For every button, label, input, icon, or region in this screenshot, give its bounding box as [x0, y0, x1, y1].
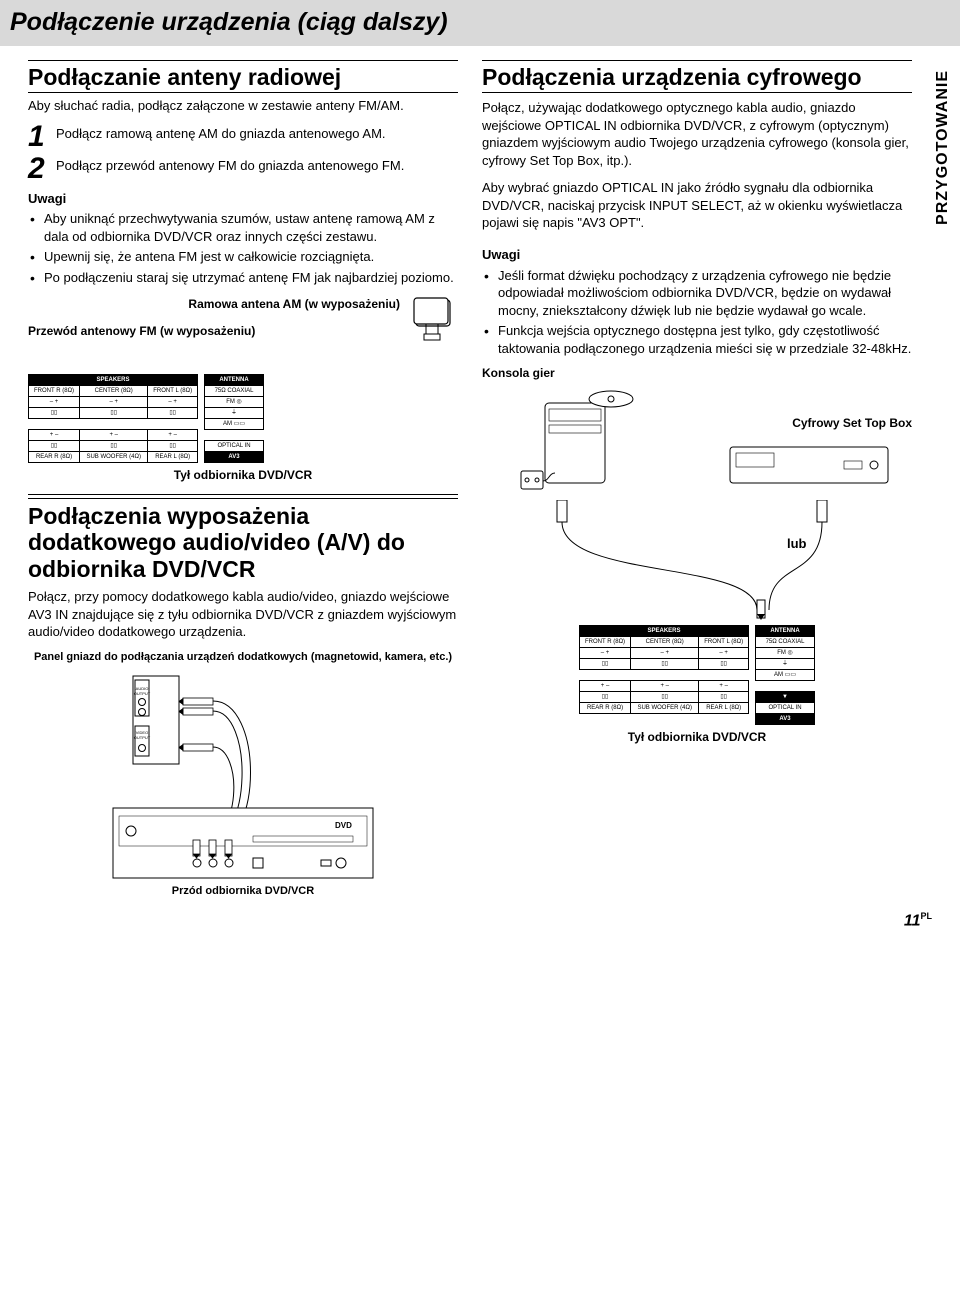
page-title: Podłączenie urządzenia (ciąg dalszy) [0, 0, 960, 46]
heading-antenna: Podłączanie anteny radiowej [28, 60, 458, 93]
panel-antenna-hdr: ANTENNA [205, 375, 264, 386]
antenna-note-1: Aby uniknąć przechwytywania szumów, usta… [44, 210, 458, 245]
console-label: Konsola gier [482, 365, 688, 381]
optical-cables-icon: lub [482, 500, 912, 620]
aux-panel-caption: Panel gniazd do podłączania urządzeń dod… [28, 651, 458, 664]
digital-note-2: Funkcja wejścia optycznego dostępna jest… [498, 322, 912, 357]
digital-body2: Aby wybrać gniazdo OPTICAL IN jako źródł… [482, 179, 912, 232]
aux-body: Połącz, przy pomocy dodatkowego kabla au… [28, 588, 458, 641]
digital-note-1: Jeśli format dźwięku pochodzący z urządz… [498, 267, 912, 320]
set-top-box-icon [724, 435, 894, 495]
antenna-notes-header: Uwagi [28, 190, 458, 208]
step-2: 2 Podłącz przewód antenowy FM do gniazda… [28, 155, 458, 182]
step-1: 1 Podłącz ramową antenę AM do gniazda an… [28, 123, 458, 150]
svg-text:lub: lub [787, 536, 807, 551]
panel-speakers-hdr: SPEAKERS [29, 375, 198, 386]
digital-notes-header: Uwagi [482, 246, 912, 264]
step-text-2: Podłącz przewód antenowy FM do gniazda a… [56, 155, 458, 182]
step-text-1: Podłącz ramową antenę AM do gniazda ante… [56, 123, 458, 150]
stb-label: Cyfrowy Set Top Box [706, 415, 912, 431]
antenna-note-2: Upewnij się, że antena FM jest w całkowi… [44, 248, 458, 266]
rear-caption-left: Tył odbiornika DVD/VCR [28, 467, 458, 483]
game-console-icon [515, 385, 655, 495]
svg-text:Przód odbiornika DVD/VCR: Przód odbiornika DVD/VCR [172, 885, 314, 897]
step-number-1: 1 [28, 123, 50, 150]
digital-connection-diagram: Konsola gier [482, 365, 912, 744]
heading-aux: Podłączenia wyposażenia dodatkowego audi… [28, 503, 458, 582]
front-panel-diagram: AUDIO OUTPUT VIDEO OUTPUT [93, 668, 393, 898]
page-number: 11PL [28, 910, 932, 932]
digital-notes: Jeśli format dźwięku pochodzący z urządz… [482, 267, 912, 358]
step-number-2: 2 [28, 155, 50, 182]
svg-text:OUTPUT: OUTPUT [134, 735, 151, 740]
heading-digital: Podłączenia urządzenia cyfrowego [482, 60, 912, 93]
rear-caption-right: Tył odbiornika DVD/VCR [482, 729, 912, 745]
caption-am-antenna: Ramowa antena AM (w wyposażeniu) [28, 296, 400, 312]
svg-text:DVD: DVD [335, 821, 352, 830]
antenna-intro: Aby słuchać radia, podłącz załączone w z… [28, 97, 458, 115]
antenna-note-3: Po podłączeniu staraj się utrzymać anten… [44, 269, 458, 287]
digital-body1: Połącz, używając dodatkowego optycznego … [482, 99, 912, 169]
rear-panel-diagram-left: SPEAKERS FRONT R (8Ω) CENTER (8Ω) FRONT … [28, 374, 458, 483]
am-loop-antenna-icon [408, 294, 458, 344]
caption-fm-wire: Przewód antenowy FM (w wyposażeniu) [28, 323, 400, 339]
sidebar-tab: PRZYGOTOWANIE [932, 70, 954, 225]
antenna-notes: Aby uniknąć przechwytywania szumów, usta… [28, 210, 458, 286]
svg-text:OUTPUT: OUTPUT [134, 691, 151, 696]
